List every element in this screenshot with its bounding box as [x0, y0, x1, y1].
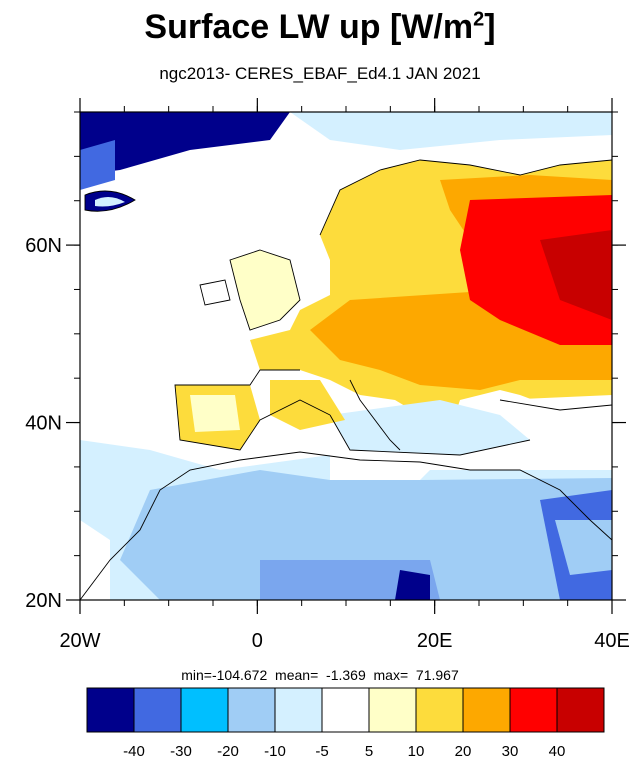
colorbar-label: -40 [123, 743, 145, 760]
map-title-close: ] [484, 8, 496, 46]
lat-tick-label: 40N [25, 413, 62, 435]
colorbar-label: -30 [170, 743, 192, 760]
lat-tick-label: 60N [25, 235, 62, 257]
colorbar-box [227, 687, 276, 733]
region-arctic-blue [80, 140, 115, 190]
colorbar-label: 5 [365, 743, 373, 760]
region-iberia-light [190, 395, 240, 432]
colorbar-box [86, 687, 135, 733]
coastlines [80, 159, 612, 600]
colorbar-box [462, 687, 511, 733]
colorbar-label: -20 [217, 743, 239, 760]
colorbar: -40 -30 -20 -10 -5 5 10 20 30 40 [86, 687, 605, 760]
stat-mean-label: mean= [275, 667, 319, 683]
lon-tick-label: 20W [59, 630, 100, 652]
region-sahara-deep [260, 560, 440, 600]
colorbar-label: 10 [408, 743, 425, 760]
colorbar-label: -5 [315, 743, 328, 760]
stat-max-label: max= [373, 667, 409, 683]
stat-max-value: 71.967 [415, 667, 459, 683]
colorbar-label: 20 [455, 743, 472, 760]
region-russia-darkred [540, 230, 612, 320]
region-arctic-dark [80, 112, 290, 175]
colorbar-box [321, 687, 370, 733]
region-britain [230, 250, 300, 330]
colorbar-box [556, 687, 605, 733]
lat-tick-label: 20N [25, 590, 62, 612]
region-sahara-darkest [395, 570, 430, 600]
map-title: Surface LW up [W/m2] [0, 8, 640, 47]
colorbar-box [180, 687, 229, 733]
lon-tick-label: 40E [594, 630, 630, 652]
map-title-superscript: 2 [473, 8, 485, 31]
colorbar-box [509, 687, 558, 733]
axis-ticks: 20W 0 20E 40E 20N 40N 60N [25, 98, 630, 652]
colorbar-label: 30 [502, 743, 519, 760]
lon-tick-label: 0 [252, 630, 263, 652]
map-subtitle: ngc2013- CERES_EBAF_Ed4.1 JAN 2021 [159, 64, 481, 83]
region-black-sea [500, 395, 612, 440]
region-france-south [270, 380, 345, 430]
lon-tick-label: 20E [417, 630, 453, 652]
region-mediterranean [330, 400, 530, 455]
stats-line: min=-104.672 mean= -1.369 max= 71.967 [0, 667, 640, 683]
stat-min-label: min= [181, 667, 212, 683]
colorbar-box [368, 687, 417, 733]
colorbar-box [415, 687, 464, 733]
colorbar-label: -10 [264, 743, 286, 760]
region-atlantic-west [80, 520, 110, 600]
colorbar-box [133, 687, 182, 733]
map-title-text: Surface LW up [W/m [144, 8, 474, 46]
colorbar-label: 40 [549, 743, 566, 760]
region-russia-red [460, 195, 612, 345]
map-plot-area [80, 112, 612, 600]
region-arctic-light [290, 112, 612, 150]
region-arabia [555, 520, 612, 575]
region-sahara [120, 470, 612, 600]
stat-mean-value: -1.369 [326, 667, 366, 683]
colorbar-box [274, 687, 323, 733]
stat-min-value: -104.672 [211, 667, 268, 683]
region-iceland-inner [95, 196, 125, 207]
